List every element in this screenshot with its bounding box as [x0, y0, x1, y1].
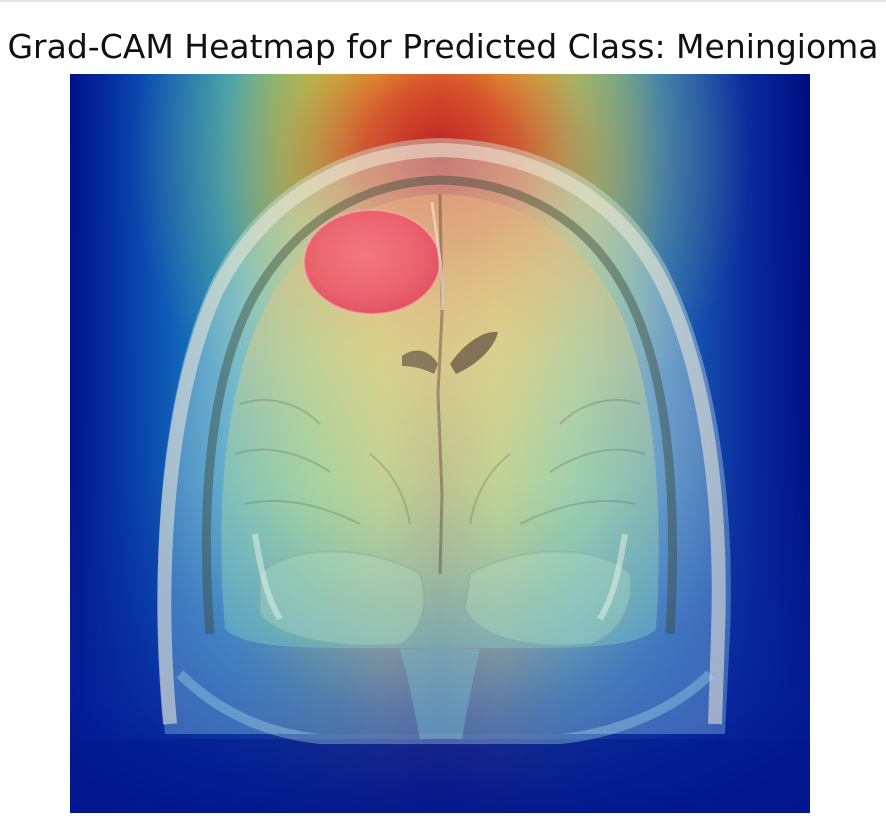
gradcam-heatmap-image	[70, 74, 810, 813]
cell-top-divider	[0, 0, 886, 2]
figure-title: Grad-CAM Heatmap for Predicted Class: Me…	[7, 27, 879, 66]
gradcam-figure	[70, 74, 810, 813]
